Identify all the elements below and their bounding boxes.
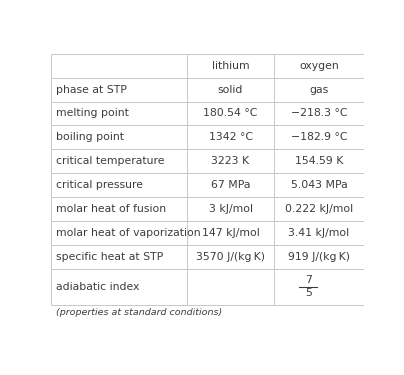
Text: adiabatic index: adiabatic index bbox=[56, 282, 139, 292]
Text: molar heat of fusion: molar heat of fusion bbox=[56, 204, 166, 214]
Text: solid: solid bbox=[218, 84, 243, 94]
Text: 147 kJ/mol: 147 kJ/mol bbox=[202, 228, 259, 238]
Text: 3.41 kJ/mol: 3.41 kJ/mol bbox=[288, 228, 349, 238]
Text: −218.3 °C: −218.3 °C bbox=[291, 108, 347, 118]
Text: −182.9 °C: −182.9 °C bbox=[291, 132, 347, 142]
Text: 67 MPa: 67 MPa bbox=[211, 180, 250, 190]
Text: 3223 K: 3223 K bbox=[211, 156, 250, 166]
Text: molar heat of vaporization: molar heat of vaporization bbox=[56, 228, 201, 238]
Text: phase at STP: phase at STP bbox=[56, 84, 127, 94]
Text: 1342 °C: 1342 °C bbox=[208, 132, 252, 142]
Text: 7: 7 bbox=[305, 276, 312, 285]
Text: melting point: melting point bbox=[56, 108, 129, 118]
Text: oxygen: oxygen bbox=[299, 61, 339, 70]
Text: 180.54 °C: 180.54 °C bbox=[203, 108, 258, 118]
Text: (properties at standard conditions): (properties at standard conditions) bbox=[56, 308, 222, 317]
Text: 3 kJ/mol: 3 kJ/mol bbox=[208, 204, 252, 214]
Text: specific heat at STP: specific heat at STP bbox=[56, 252, 163, 262]
Text: 154.59 K: 154.59 K bbox=[295, 156, 343, 166]
Text: 3570 J/(kg K): 3570 J/(kg K) bbox=[196, 252, 265, 262]
Text: boiling point: boiling point bbox=[56, 132, 124, 142]
Text: critical temperature: critical temperature bbox=[56, 156, 165, 166]
Text: critical pressure: critical pressure bbox=[56, 180, 143, 190]
Text: lithium: lithium bbox=[212, 61, 249, 70]
Text: 5.043 MPa: 5.043 MPa bbox=[290, 180, 347, 190]
Text: 0.222 kJ/mol: 0.222 kJ/mol bbox=[285, 204, 353, 214]
Text: gas: gas bbox=[309, 84, 328, 94]
Text: 919 J/(kg K): 919 J/(kg K) bbox=[288, 252, 350, 262]
Text: 5: 5 bbox=[305, 288, 312, 298]
